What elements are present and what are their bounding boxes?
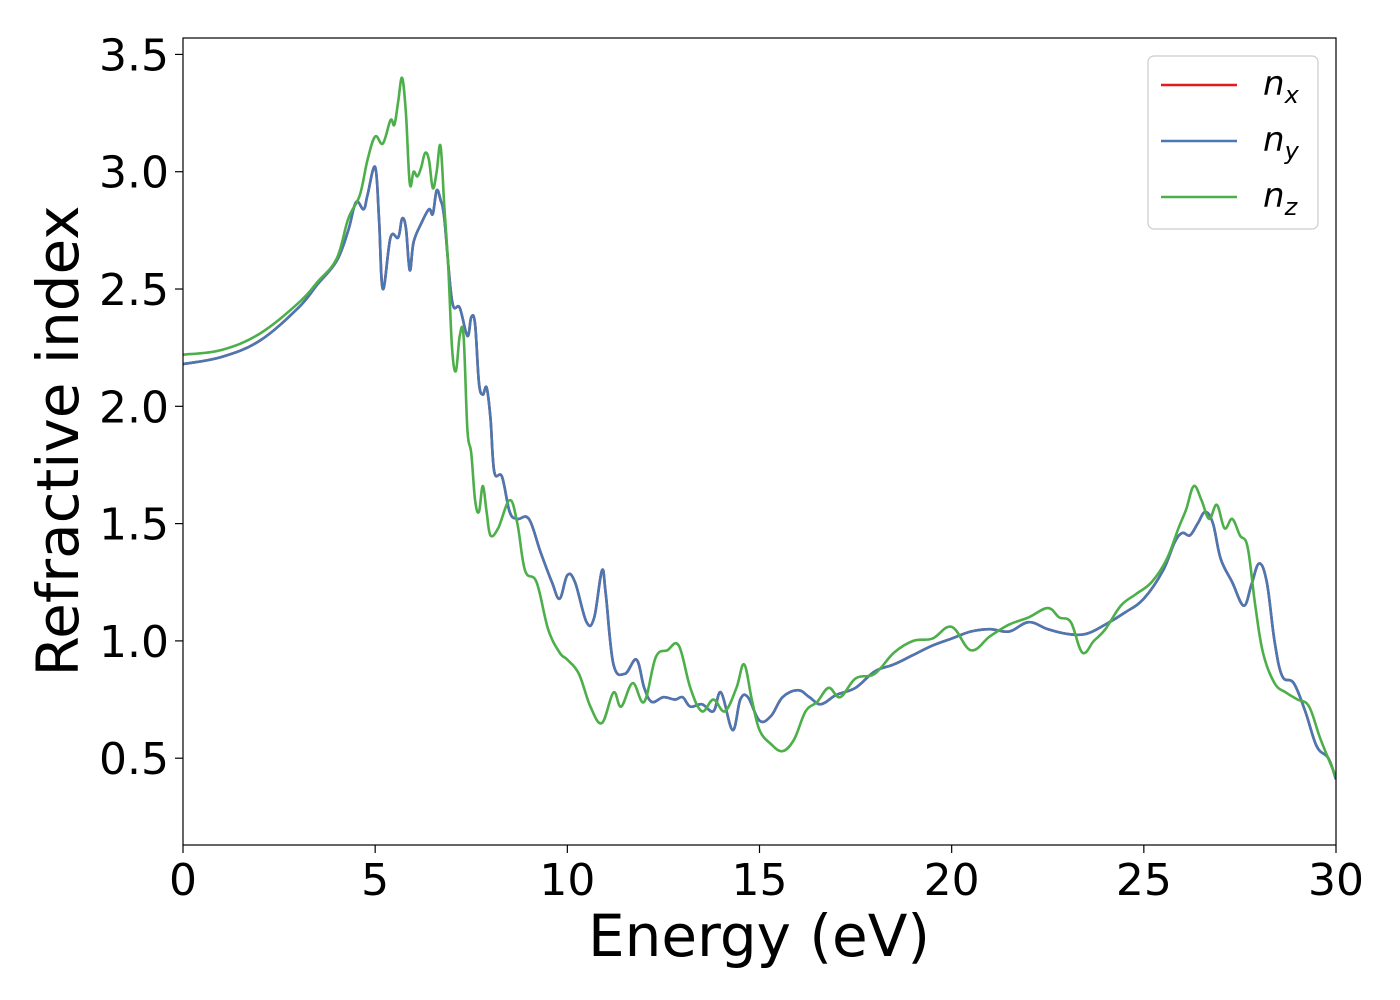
series-layer bbox=[183, 76, 1336, 780]
legend-label-x: nx bbox=[1263, 64, 1300, 109]
x-tick-label: 30 bbox=[1308, 855, 1364, 906]
y-tick-label: 0.5 bbox=[99, 734, 169, 785]
x-axis-ticks: 0 5 10 15 20 25 30 bbox=[169, 845, 1364, 906]
y-tick-label: 3.0 bbox=[99, 148, 169, 199]
series-line-y bbox=[183, 165, 1336, 780]
x-tick-label: 15 bbox=[732, 855, 788, 906]
y-axis-ticks: 0.5 1.0 1.5 2.0 2.5 3.0 3.5 bbox=[99, 30, 183, 785]
legend-label-z: nz bbox=[1263, 176, 1299, 221]
y-tick-label: 1.0 bbox=[99, 617, 169, 668]
y-tick-label: 2.5 bbox=[99, 265, 169, 316]
x-tick-label: 25 bbox=[1116, 855, 1172, 906]
legend-label-y: ny bbox=[1263, 120, 1300, 165]
legend: nx ny nz bbox=[1147, 55, 1319, 230]
x-tick-label: 10 bbox=[539, 855, 595, 906]
y-tick-label: 2.0 bbox=[99, 382, 169, 433]
x-tick-label: 20 bbox=[924, 855, 980, 906]
y-axis-title: Refractive index bbox=[24, 205, 92, 676]
x-axis-title: Energy (eV) bbox=[588, 902, 930, 970]
legend-box bbox=[1147, 55, 1319, 230]
series-line-z bbox=[183, 76, 1336, 778]
x-tick-label: 5 bbox=[361, 855, 389, 906]
y-tick-label: 1.5 bbox=[99, 500, 169, 551]
y-tick-label: 3.5 bbox=[99, 30, 169, 81]
x-tick-label: 0 bbox=[169, 855, 197, 906]
series-line-x bbox=[183, 165, 1336, 780]
